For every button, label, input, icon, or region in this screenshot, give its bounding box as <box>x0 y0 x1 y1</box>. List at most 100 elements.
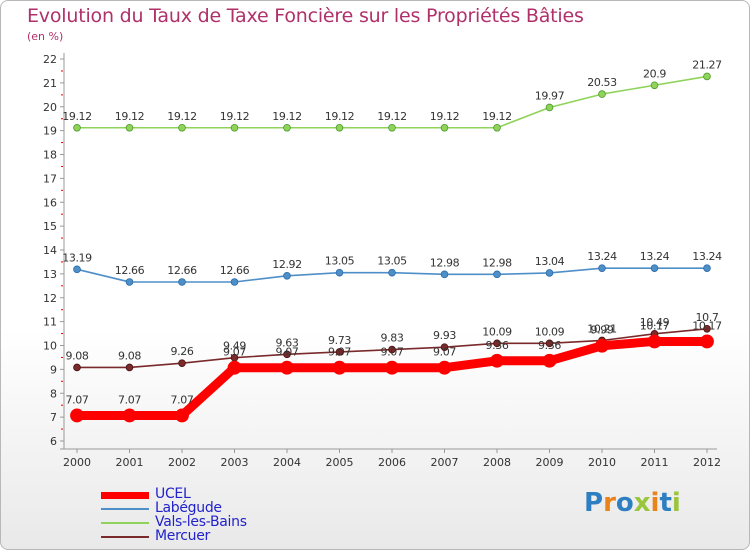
x-tick-label: 2009 <box>536 456 564 469</box>
data-point <box>385 360 399 375</box>
data-point <box>493 339 501 348</box>
data-point <box>437 360 452 375</box>
data-label: 10.49 <box>640 316 670 329</box>
logo-letter: i <box>650 488 660 518</box>
data-point <box>595 338 609 353</box>
data-point <box>700 334 714 349</box>
x-tick-label: 2007 <box>431 456 459 469</box>
data-label: 13.05 <box>377 255 407 268</box>
data-label: 9.73 <box>328 334 351 347</box>
y-tick-label: 13 <box>43 268 57 281</box>
y-tick-label: 15 <box>43 220 57 233</box>
logo-letter: r <box>603 488 616 518</box>
data-label: 9.07 <box>223 346 246 359</box>
y-tick-label: 17 <box>43 172 57 185</box>
data-point <box>125 363 134 372</box>
y-tick-label: 11 <box>43 316 57 329</box>
data-label: 10.17 <box>692 319 722 332</box>
data-point <box>647 334 662 349</box>
y-tick-label: 19 <box>43 125 57 138</box>
data-label: 20.53 <box>587 76 617 89</box>
data-point <box>125 123 134 132</box>
data-label: 19.12 <box>167 110 197 123</box>
data-point <box>493 270 501 279</box>
y-tick-label: 6 <box>50 435 57 448</box>
data-label: 10.21 <box>587 322 617 335</box>
chart-title: Evolution du Taux de Taxe Foncière sur l… <box>27 5 584 27</box>
data-label: 9.07 <box>381 346 404 359</box>
data-point <box>703 264 711 272</box>
data-point <box>545 269 554 277</box>
logo-letter: i <box>671 488 681 518</box>
data-point <box>493 123 501 132</box>
data-label: 10.09 <box>482 325 512 338</box>
data-label: 12.98 <box>482 256 512 269</box>
legend-swatch <box>101 508 149 510</box>
data-point <box>283 350 291 359</box>
data-point <box>125 278 134 286</box>
data-point <box>122 408 137 423</box>
legend-swatch <box>101 491 149 499</box>
data-point <box>598 90 606 98</box>
data-label: 10.09 <box>535 325 565 338</box>
data-label: 9.83 <box>381 332 404 345</box>
data-point <box>283 123 291 132</box>
data-point <box>598 264 606 272</box>
y-tick-label: 8 <box>50 387 57 400</box>
data-label: 9.36 <box>486 339 509 352</box>
data-point <box>650 81 659 90</box>
data-label: 9.08 <box>66 349 89 362</box>
legend-label: Vals-les-Bains <box>155 514 247 530</box>
data-label: 19.12 <box>272 110 302 123</box>
x-tick-label: 2004 <box>273 456 301 469</box>
data-point <box>73 265 81 274</box>
y-tick-label: 9 <box>50 363 57 376</box>
data-label: 10.17 <box>640 319 670 332</box>
data-point <box>335 268 344 277</box>
y-tick-label: 18 <box>43 149 57 162</box>
data-label: 19.12 <box>482 110 512 123</box>
data-point <box>388 345 396 354</box>
data-label: 19.12 <box>220 110 250 123</box>
data-label: 19.12 <box>115 110 145 123</box>
data-label: 9.99 <box>591 324 614 337</box>
data-label: 12.92 <box>272 258 302 271</box>
proxiti-logo: Proxiti <box>584 488 681 518</box>
x-tick-label: 2003 <box>221 456 249 469</box>
x-tick-label: 2010 <box>588 456 616 469</box>
data-point <box>230 123 239 132</box>
x-tick-label: 2006 <box>378 456 406 469</box>
data-point <box>545 339 554 348</box>
data-point <box>650 264 659 272</box>
data-point <box>703 324 711 333</box>
data-point <box>440 270 449 279</box>
logo-letter: t <box>659 488 672 518</box>
data-point <box>73 123 81 132</box>
data-label: 13.24 <box>640 250 670 263</box>
logo-letter: x <box>633 488 651 518</box>
data-point <box>178 359 186 367</box>
data-point <box>332 360 347 375</box>
data-point <box>280 360 294 375</box>
y-tick-label: 7 <box>50 411 57 424</box>
data-label: 12.66 <box>115 264 145 277</box>
data-label: 13.24 <box>587 250 617 263</box>
x-tick-label: 2011 <box>641 456 669 469</box>
data-point <box>440 343 449 351</box>
y-tick-label: 12 <box>43 292 57 305</box>
y-tick-label: 21 <box>43 77 57 90</box>
x-tick-label: 2012 <box>693 456 721 469</box>
y-tick-label: 14 <box>43 244 57 257</box>
legend-swatch <box>101 522 149 524</box>
data-label: 19.97 <box>535 89 565 102</box>
legend-label: Mercuer <box>155 528 210 544</box>
data-point <box>335 123 344 132</box>
legend-label: UCEL <box>155 486 191 502</box>
y-tick-label: 22 <box>43 53 57 66</box>
data-point <box>388 123 396 132</box>
data-label: 13.04 <box>535 255 565 268</box>
x-tick-label: 2001 <box>116 456 144 469</box>
data-label: 19.12 <box>377 110 407 123</box>
